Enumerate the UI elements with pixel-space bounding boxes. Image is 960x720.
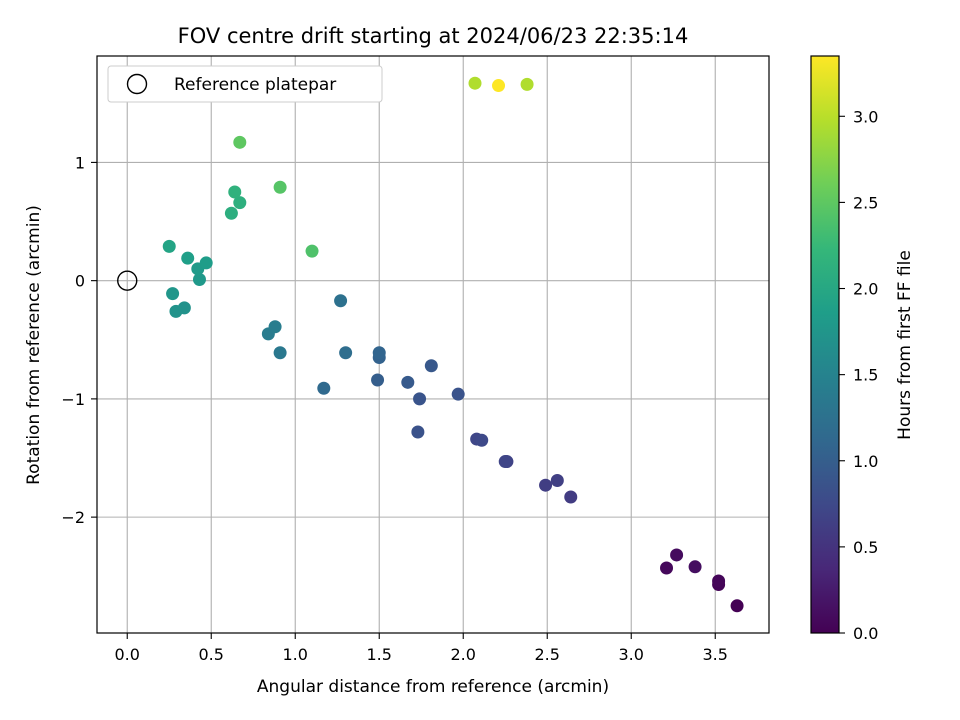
colorbar-tick-label: 0.5 xyxy=(853,538,878,557)
data-point xyxy=(372,346,386,360)
data-point xyxy=(228,185,242,199)
data-point xyxy=(162,239,176,253)
x-tick-label: 0.5 xyxy=(199,645,224,664)
data-point xyxy=(268,320,282,334)
data-point xyxy=(371,373,385,387)
colorbar-label: Hours from first FF file xyxy=(895,250,915,440)
data-point xyxy=(712,574,726,588)
data-point xyxy=(233,135,247,149)
colorbar: 0.0 0.5 1.0 1.5 2.0 2.5 3.0 Hours from first F… xyxy=(810,55,915,643)
data-point xyxy=(166,287,180,301)
data-point xyxy=(539,478,553,492)
chart-title: FOV centre drift starting at 2024/06/23 … xyxy=(178,24,689,48)
x-tick-label: 2.5 xyxy=(535,645,560,664)
data-point xyxy=(424,359,438,373)
x-tick-label: 1.5 xyxy=(367,645,392,664)
y-axis-label: Rotation from reference (arcmin) xyxy=(24,205,44,485)
plot-frame xyxy=(96,55,770,634)
data-point xyxy=(475,433,489,447)
data-point xyxy=(305,244,319,258)
data-point xyxy=(660,561,674,575)
data-point xyxy=(181,251,195,265)
data-point xyxy=(334,294,348,308)
colorbar-ticks: 0.0 0.5 1.0 1.5 2.0 2.5 3.0 xyxy=(839,107,878,643)
data-point xyxy=(564,490,578,504)
colorbar-tick-label: 1.0 xyxy=(853,452,878,471)
y-tick-label: 1 xyxy=(75,153,85,172)
y-tick-label: −1 xyxy=(61,390,85,409)
data-point xyxy=(550,473,564,487)
data-point xyxy=(339,346,353,360)
data-point xyxy=(688,560,702,574)
data-point xyxy=(233,196,247,210)
legend: Reference platepar xyxy=(107,65,383,103)
data-point xyxy=(730,599,744,613)
data-point xyxy=(317,381,331,395)
y-axis-ticks: 1 0 −1 −2 xyxy=(61,153,97,527)
data-point xyxy=(411,425,425,439)
data-point xyxy=(224,206,238,220)
data-point xyxy=(273,346,287,360)
grid-lines xyxy=(97,56,769,633)
x-tick-label: 2.0 xyxy=(451,645,476,664)
y-tick-label: 0 xyxy=(75,272,85,291)
x-axis-ticks: 0.0 0.5 1.0 1.5 2.0 2.5 3.0 3.5 xyxy=(115,633,728,664)
data-point xyxy=(670,548,684,562)
legend-label-reference-platepar: Reference platepar xyxy=(174,75,336,95)
colorbar-tick-label: 2.0 xyxy=(853,280,878,299)
x-tick-label: 3.0 xyxy=(619,645,644,664)
y-tick-label: −2 xyxy=(61,508,85,527)
x-tick-label: 0.0 xyxy=(115,645,140,664)
data-points xyxy=(117,76,744,613)
data-point xyxy=(498,455,512,469)
data-point xyxy=(520,77,534,91)
x-tick-label: 3.5 xyxy=(703,645,728,664)
legend-box xyxy=(107,65,383,103)
x-axis-label: Angular distance from reference (arcmin) xyxy=(257,677,609,697)
data-point xyxy=(199,256,213,270)
data-point xyxy=(401,375,415,389)
data-point xyxy=(492,79,506,93)
colorbar-tick-label: 0.0 xyxy=(853,624,878,643)
data-point xyxy=(413,392,427,406)
data-point xyxy=(192,272,206,286)
colorbar-tick-label: 2.5 xyxy=(853,193,878,212)
colorbar-tick-label: 3.0 xyxy=(853,107,878,126)
x-tick-label: 1.0 xyxy=(283,645,308,664)
data-point xyxy=(451,387,465,401)
data-point xyxy=(169,304,183,318)
colorbar-tick-label: 1.5 xyxy=(853,366,878,385)
legend-marker-circle xyxy=(126,73,148,95)
colorbar-gradient xyxy=(810,55,840,634)
data-point xyxy=(468,76,482,90)
reference-platepar-point xyxy=(117,270,138,291)
data-point xyxy=(273,180,287,194)
